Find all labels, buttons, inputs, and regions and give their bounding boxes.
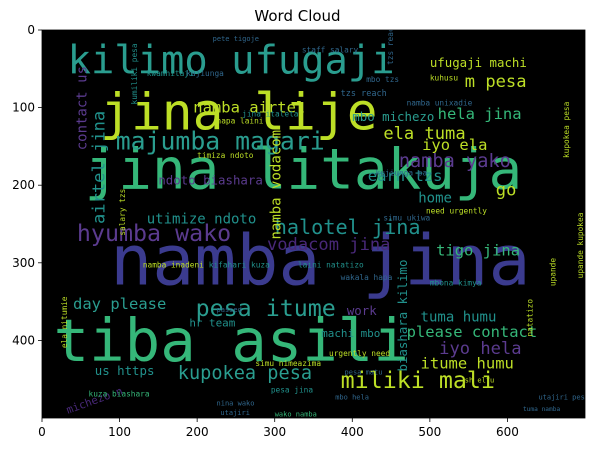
word-75: mbo hela (335, 394, 369, 402)
word-16: iyo ela (422, 136, 487, 154)
word-69: kupokea pesa (562, 101, 571, 158)
x-tick-label-4: 400 (341, 425, 364, 439)
word-46: pesa jina (271, 386, 314, 395)
word-24: earn tzs (368, 167, 443, 185)
word-14: ela tuma (383, 124, 465, 144)
word-63: urgently need (329, 349, 390, 358)
word-47: wako namba (275, 411, 317, 419)
word-36: us https (95, 363, 155, 378)
word-12: miliki mali (341, 367, 495, 394)
word-31: namba vodacom (268, 130, 284, 240)
word-34: go (496, 181, 517, 201)
word-55: tzs reach (341, 89, 387, 99)
word-9: vodacom jina (267, 235, 391, 255)
word-3: namba jina (110, 221, 530, 302)
y-tick-label-1: 100 (12, 101, 35, 115)
word-61: mbona kimya (430, 278, 482, 287)
word-8: hyumba wako (77, 220, 231, 247)
y-tick-label-3: 300 (12, 256, 35, 270)
word-20: iyo hela (439, 339, 521, 359)
word-70: upande kupokea (576, 212, 585, 278)
word-28: day please (73, 295, 166, 313)
word-2: jina litakuja (85, 138, 522, 203)
word-52: kuhusu (430, 74, 458, 83)
word-13: namba yako (399, 151, 511, 172)
word-77: utajiri (220, 409, 250, 417)
word-0: kilimo ufugaji (68, 39, 395, 84)
word-42: kifahari kuza (209, 261, 270, 270)
word-78: sh elfu (465, 376, 495, 384)
word-74: tuma namba (523, 406, 561, 413)
word-68: simu nimeazima (255, 359, 321, 368)
word-17: ufugaji machi (430, 55, 527, 70)
chart-title: Word Cloud (254, 7, 341, 25)
word-19: tigo jina (436, 241, 520, 259)
word-71: natatizo (525, 299, 534, 337)
word-29: contact us (75, 66, 91, 150)
word-1: jina lije (100, 83, 377, 143)
word-73: utajiri pesa (538, 394, 589, 402)
word-50: kujiunga (186, 69, 224, 78)
word-21: itume humu (421, 355, 514, 373)
y-axis: 0 100 200 300 400 (12, 23, 42, 347)
word-60: kumiliki pesa (130, 43, 139, 104)
word-22: tuma humu (421, 309, 497, 325)
word-40: simu ukiwa (383, 213, 430, 222)
x-axis: 0 100 200 300 400 500 600 (38, 418, 519, 439)
word-53: tzs reach (386, 23, 395, 65)
word-23: please contact (407, 323, 538, 341)
word-72: upande (549, 258, 558, 286)
word-44: wakala hapa (341, 273, 393, 282)
word-59: timiza ndoto (197, 151, 254, 160)
word-41: namba inadeni (143, 261, 204, 270)
word-5: majumba magari (116, 126, 325, 155)
x-tick-label-6: 600 (496, 425, 519, 439)
word-35: work (347, 303, 377, 318)
y-tick-label-0: 0 (27, 23, 35, 37)
y-tick-label-4: 400 (12, 333, 35, 347)
word-76: nina wako (217, 400, 255, 408)
word-37: hr team (189, 317, 235, 330)
word-45: kuza biashara (89, 389, 150, 398)
word-58: jina italeta (242, 109, 299, 118)
word-67: salary tzs (118, 189, 127, 236)
word-65: pesa matu (345, 369, 383, 377)
x-tick-label-3: 300 (263, 425, 286, 439)
word-27: ndoto biashara (158, 173, 262, 188)
x-tick-label-2: 200 (186, 425, 209, 439)
word-43: laini natatizo (298, 261, 364, 270)
x-tick-label-0: 0 (38, 425, 46, 439)
word-4: tiba asili (54, 306, 409, 375)
word-6: namba airtel (193, 99, 305, 117)
word-30: airtel jina (89, 111, 109, 224)
word-33: home (418, 191, 452, 207)
word-11: kupokea pesa (178, 363, 312, 384)
plot-frame (41, 29, 586, 419)
word-32: biashara kilimo (395, 260, 410, 372)
x-tick-label-1: 100 (108, 425, 131, 439)
word-66: ela nitumie (60, 296, 69, 348)
word-7: halotel jina (275, 215, 421, 239)
word-56: namba unixadie (407, 98, 473, 107)
word-57: hapa laini (217, 116, 264, 125)
word-49: pete tigoje (213, 35, 259, 43)
word-54: mbo tzs (366, 75, 399, 84)
word-79: passed (217, 306, 242, 314)
word-51: kwamhitaji (147, 69, 194, 78)
word-15: hela jina (438, 105, 522, 123)
word-62: kujiunga pa (376, 168, 428, 177)
word-64: need urgently (426, 206, 487, 215)
word-38: machi mbo (321, 327, 380, 340)
word-18: m pesa (465, 72, 527, 92)
y-tick-label-2: 200 (12, 178, 35, 192)
word-25: mbo michezo (352, 109, 434, 124)
word-48: staff salary (302, 46, 359, 55)
x-tick-label-5: 500 (418, 425, 441, 439)
word-10: pesa itume (196, 295, 336, 322)
plot-background (42, 30, 585, 418)
word-26: utimize ndoto (147, 212, 257, 228)
